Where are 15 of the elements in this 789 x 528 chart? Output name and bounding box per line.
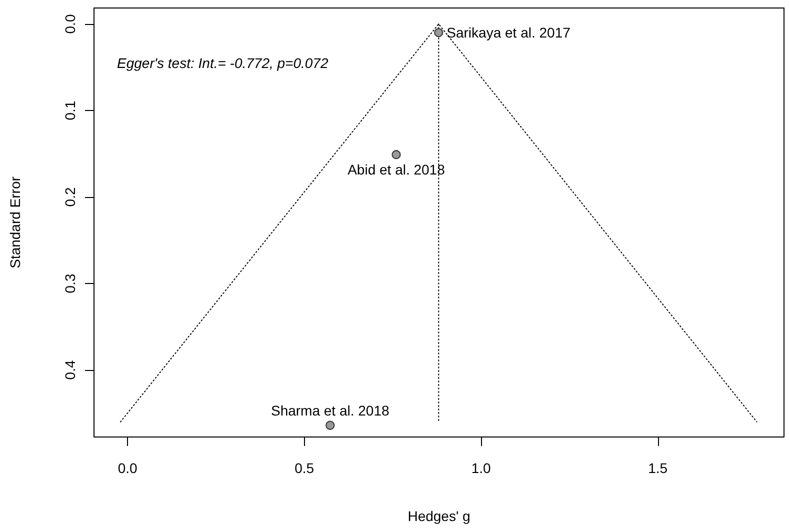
y-tick-label: 0.0 (62, 14, 78, 34)
y-tick-label: 0.3 (62, 274, 78, 294)
annotation: Sarikaya et al. 2017 (446, 24, 571, 41)
annotation: Sharma et al. 2018 (270, 402, 390, 418)
annotation: Egger's test: Int.= -0.772, p=0.072 (117, 55, 328, 71)
x-tick-label: 1.5 (648, 460, 668, 476)
y-tick-label: 0.2 (62, 187, 78, 207)
x-tick-label: 0.0 (118, 460, 138, 476)
y-tick-label: 0.4 (62, 360, 78, 380)
x-tick-label: 1.0 (471, 460, 492, 476)
annotation: Abid et al. 2018 (348, 162, 446, 178)
x-tick-label: 0.5 (294, 460, 314, 476)
y-axis-title: Standard Error (7, 176, 23, 268)
y-tick-label: 0.1 (62, 100, 78, 120)
x-axis-title: Hedges' g (408, 508, 470, 524)
